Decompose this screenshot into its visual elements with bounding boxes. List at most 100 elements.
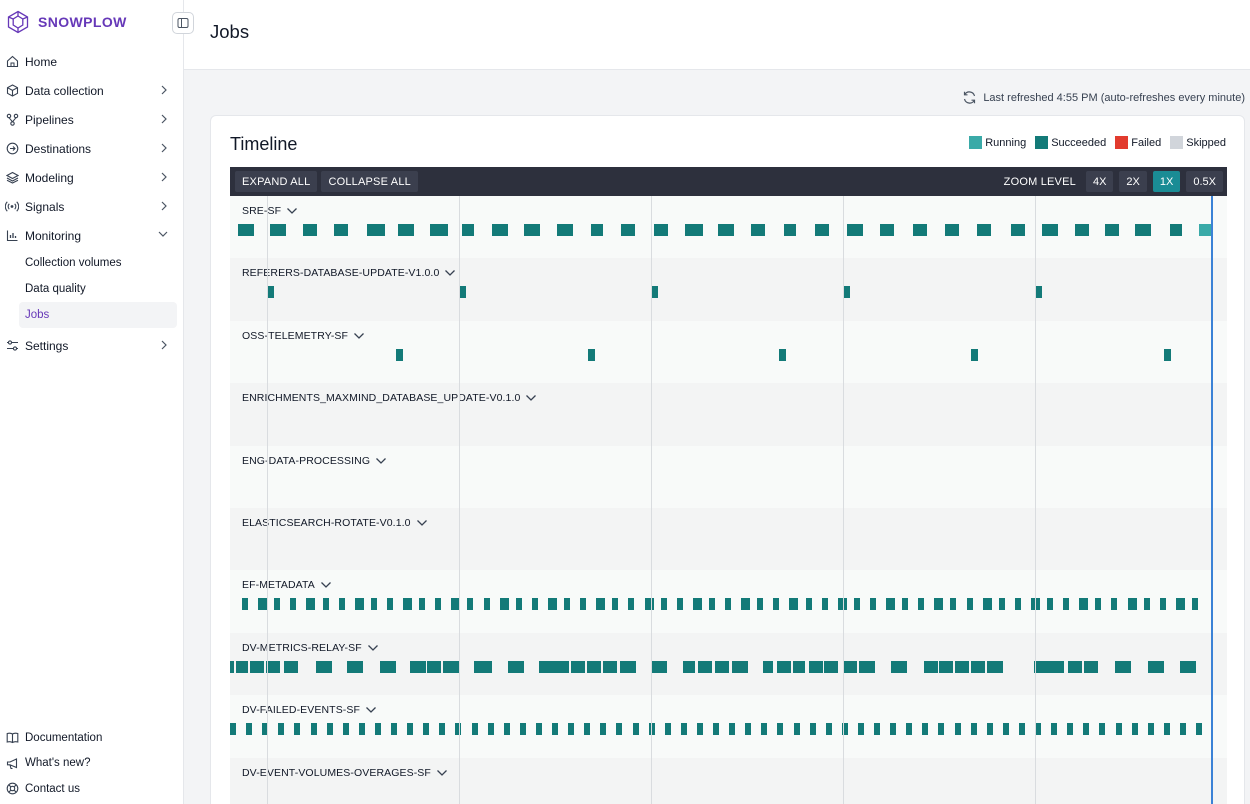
job-run-bar[interactable] xyxy=(950,598,956,611)
nav-monitoring[interactable]: Monitoring xyxy=(0,221,184,250)
chevron-down-icon[interactable] xyxy=(525,394,537,402)
job-row[interactable]: ENG-DATA-PROCESSING xyxy=(230,445,1227,508)
job-run-bar[interactable] xyxy=(1075,224,1089,236)
job-run-bar[interactable] xyxy=(945,224,959,236)
job-run-bar[interactable] xyxy=(439,723,445,736)
job-run-bar[interactable] xyxy=(718,224,734,236)
chevron-down-icon[interactable] xyxy=(416,519,428,527)
job-run-bar[interactable] xyxy=(258,598,267,611)
job-run-bar[interactable] xyxy=(1164,348,1171,361)
job-run-bar[interactable] xyxy=(316,660,332,673)
job-run-bar[interactable] xyxy=(847,224,863,236)
job-run-bar[interactable] xyxy=(492,224,508,236)
collapse-sidebar-button[interactable] xyxy=(172,12,194,34)
job-run-bar[interactable] xyxy=(751,224,765,236)
job-run-bar[interactable] xyxy=(757,598,763,611)
job-run-bar[interactable] xyxy=(784,224,796,236)
job-run-bar[interactable] xyxy=(1003,723,1009,736)
job-run-bar[interactable] xyxy=(763,660,773,673)
job-run-bar[interactable] xyxy=(842,723,848,736)
job-run-bar[interactable] xyxy=(387,598,393,611)
job-run-bar[interactable] xyxy=(474,660,492,673)
nav-data-collection[interactable]: Data collection xyxy=(0,76,184,105)
job-run-bar[interactable] xyxy=(555,660,569,673)
job-row[interactable]: SRE-SF xyxy=(230,196,1227,259)
job-run-bar[interactable] xyxy=(462,224,474,236)
job-run-bar[interactable] xyxy=(536,723,542,736)
job-run-bar[interactable] xyxy=(359,723,365,736)
job-run-bar[interactable] xyxy=(1105,224,1119,236)
job-run-bar[interactable] xyxy=(600,723,606,736)
job-run-bar[interactable] xyxy=(1111,598,1117,611)
job-run-bar[interactable] xyxy=(1047,598,1053,611)
job-run-bar[interactable] xyxy=(870,598,876,611)
job-run-bar[interactable] xyxy=(1180,723,1186,736)
job-run-bar[interactable] xyxy=(789,598,798,611)
job-run-bar[interactable] xyxy=(1196,723,1202,736)
job-run-bar[interactable] xyxy=(677,598,683,611)
job-run-bar[interactable] xyxy=(859,660,875,673)
job-run-bar[interactable] xyxy=(1035,723,1041,736)
job-run-bar[interactable] xyxy=(1116,723,1122,736)
job-run-bar[interactable] xyxy=(1011,224,1025,236)
job-run-bar[interactable] xyxy=(557,224,573,236)
job-run-bar[interactable] xyxy=(1180,660,1196,673)
job-run-bar[interactable] xyxy=(628,598,634,611)
job-row-header[interactable]: SRE-SF xyxy=(242,205,298,217)
job-run-bar[interactable] xyxy=(616,723,622,736)
job-run-bar[interactable] xyxy=(391,723,397,736)
job-run-bar[interactable] xyxy=(236,660,248,673)
job-run-bar[interactable] xyxy=(303,224,317,236)
job-run-bar[interactable] xyxy=(620,660,636,673)
job-run-bar-running[interactable] xyxy=(1199,224,1211,236)
job-run-bar[interactable] xyxy=(407,723,413,736)
job-run-bar[interactable] xyxy=(913,224,927,236)
job-run-bar[interactable] xyxy=(745,723,751,736)
nav-collection-volumes[interactable]: Collection volumes xyxy=(25,257,122,269)
job-run-bar[interactable] xyxy=(603,660,617,673)
job-run-bar[interactable] xyxy=(1144,598,1150,611)
job-run-bar[interactable] xyxy=(697,723,703,736)
job-run-bar[interactable] xyxy=(343,723,349,736)
job-run-bar[interactable] xyxy=(516,598,522,611)
job-run-bar[interactable] xyxy=(504,723,510,736)
job-run-bar[interactable] xyxy=(278,723,284,736)
nav-contact-us[interactable]: Contact us xyxy=(0,776,184,802)
job-run-bar[interactable] xyxy=(683,660,695,673)
job-run-bar[interactable] xyxy=(371,598,377,611)
job-run-bar[interactable] xyxy=(1148,723,1154,736)
job-run-bar[interactable] xyxy=(1170,224,1182,236)
job-run-bar[interactable] xyxy=(858,723,864,736)
job-run-bar[interactable] xyxy=(955,723,961,736)
job-run-bar[interactable] xyxy=(777,660,791,673)
job-run-bar[interactable] xyxy=(568,723,574,736)
job-run-bar[interactable] xyxy=(1128,598,1137,611)
job-run-bar[interactable] xyxy=(423,723,429,736)
job-run-bar[interactable] xyxy=(290,598,296,611)
job-run-bar[interactable] xyxy=(649,723,655,736)
job-run-bar[interactable] xyxy=(654,224,668,236)
nav-modeling[interactable]: Modeling xyxy=(0,163,184,192)
job-run-bar[interactable] xyxy=(311,723,317,736)
job-run-bar[interactable] xyxy=(284,660,298,673)
job-run-bar[interactable] xyxy=(1083,723,1089,736)
job-run-bar[interactable] xyxy=(621,224,635,236)
zoom-4x-button[interactable]: 4X xyxy=(1085,171,1114,192)
job-run-bar[interactable] xyxy=(230,660,234,673)
job-run-bar[interactable] xyxy=(843,660,857,673)
job-run-bar[interactable] xyxy=(587,660,601,673)
job-run-bar[interactable] xyxy=(262,723,268,736)
job-run-bar[interactable] xyxy=(938,723,944,736)
job-run-bar[interactable] xyxy=(773,598,779,611)
job-run-bar[interactable] xyxy=(1051,723,1057,736)
job-run-bar[interactable] xyxy=(1019,723,1025,736)
job-run-bar[interactable] xyxy=(267,286,274,299)
job-run-bar[interactable] xyxy=(924,660,938,673)
chevron-down-icon[interactable] xyxy=(367,644,379,652)
job-run-bar[interactable] xyxy=(967,598,973,611)
job-run-bar[interactable] xyxy=(612,598,618,611)
job-run-bar[interactable] xyxy=(633,723,639,736)
job-run-bar[interactable] xyxy=(508,660,524,673)
job-run-bar[interactable] xyxy=(1164,723,1170,736)
job-run-bar[interactable] xyxy=(793,660,805,673)
